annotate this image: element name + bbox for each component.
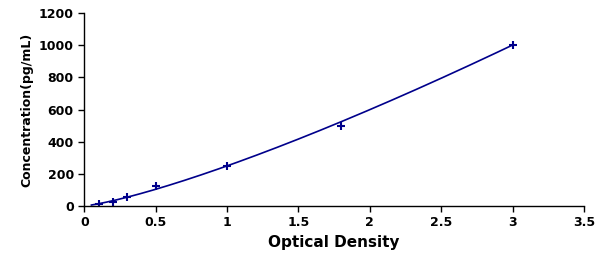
X-axis label: Optical Density: Optical Density <box>268 235 400 250</box>
Y-axis label: Concentration(pg/mL): Concentration(pg/mL) <box>20 32 33 187</box>
